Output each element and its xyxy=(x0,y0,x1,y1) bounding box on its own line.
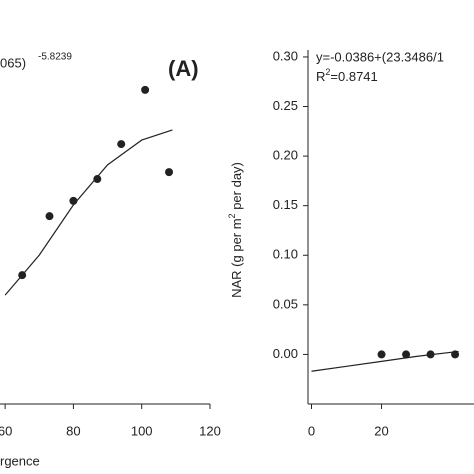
x-tick-label: 100 xyxy=(131,423,153,438)
data-point xyxy=(93,175,102,184)
data-point xyxy=(377,350,386,359)
y-label-end: per day) xyxy=(229,162,244,213)
equation: 065) xyxy=(0,55,26,70)
x-tick-label: 20 xyxy=(374,423,388,438)
data-point xyxy=(141,85,150,94)
data-point xyxy=(45,212,54,221)
data-point xyxy=(117,140,126,149)
panel-label: (A) xyxy=(168,56,199,81)
x-tick-label: 80 xyxy=(66,423,80,438)
y-tick-label: 0.15 xyxy=(273,197,298,212)
data-point xyxy=(18,271,27,280)
y-label: NAR (g per m xyxy=(229,218,244,297)
y-tick-label: 0.20 xyxy=(273,148,298,163)
y-tick-label: 0.30 xyxy=(273,48,298,63)
x-tick-label: 120 xyxy=(199,423,221,438)
y-tick-label: 0.10 xyxy=(273,247,298,262)
y-tick-label: 0.25 xyxy=(273,98,298,113)
data-point xyxy=(402,350,411,359)
data-point xyxy=(451,350,460,359)
r2-prefix: R xyxy=(316,69,325,84)
data-point xyxy=(165,168,174,177)
equation: y=-0.0386+(23.3486/1 xyxy=(316,49,444,64)
x-tick-label: 60 xyxy=(0,423,12,438)
data-point xyxy=(69,196,78,205)
equation-exponent: -5.8239 xyxy=(38,52,72,63)
fit-line xyxy=(4,129,173,296)
x-tick-label: 0 xyxy=(308,423,315,438)
y-label-sup: 2 xyxy=(227,213,237,218)
r2-value: =0.8741 xyxy=(330,69,377,84)
data-point xyxy=(426,350,435,359)
x-axis-label: rgence xyxy=(0,453,40,468)
y-tick-label: 0.00 xyxy=(273,346,298,361)
y-axis-label: NAR (g per m2 per day) xyxy=(227,162,244,298)
r2-sup: 2 xyxy=(325,67,330,77)
r2: R2=0.8741 xyxy=(316,67,378,84)
y-tick-label: 0.05 xyxy=(273,296,298,311)
